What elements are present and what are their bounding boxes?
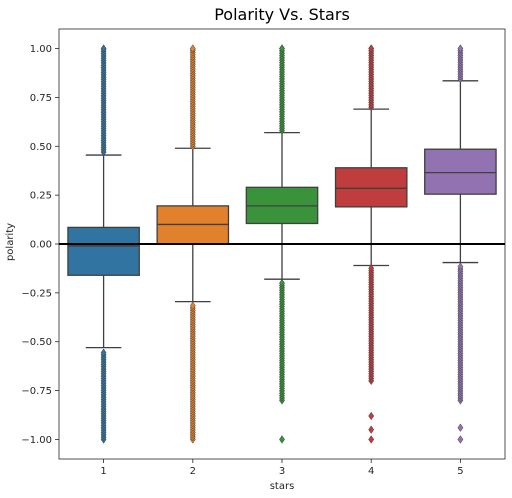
y-tick-label: −0.50 <box>21 337 52 348</box>
box-4 <box>336 168 407 207</box>
x-tick-label: 3 <box>279 466 285 477</box>
y-tick-label: −0.75 <box>21 386 52 397</box>
y-tick-label: −0.25 <box>21 288 52 299</box>
x-tick-label: 1 <box>100 466 106 477</box>
chart-title: Polarity Vs. Stars <box>214 5 350 24</box>
y-tick-label: 0.75 <box>30 93 52 104</box>
y-tick-label: 0.00 <box>30 240 52 251</box>
box-5 <box>425 149 496 194</box>
x-tick-label: 4 <box>368 466 374 477</box>
y-tick-label: 1.00 <box>30 44 52 55</box>
y-tick-label: −1.00 <box>21 435 52 446</box>
x-tick-label: 2 <box>190 466 196 477</box>
box-1 <box>68 227 139 275</box>
x-axis-label: stars <box>270 481 295 492</box>
y-tick-label: 0.50 <box>30 142 52 153</box>
y-axis-label: polarity <box>5 223 16 261</box>
y-tick-label: 0.25 <box>30 191 52 202</box>
x-tick-label: 5 <box>457 466 463 477</box>
